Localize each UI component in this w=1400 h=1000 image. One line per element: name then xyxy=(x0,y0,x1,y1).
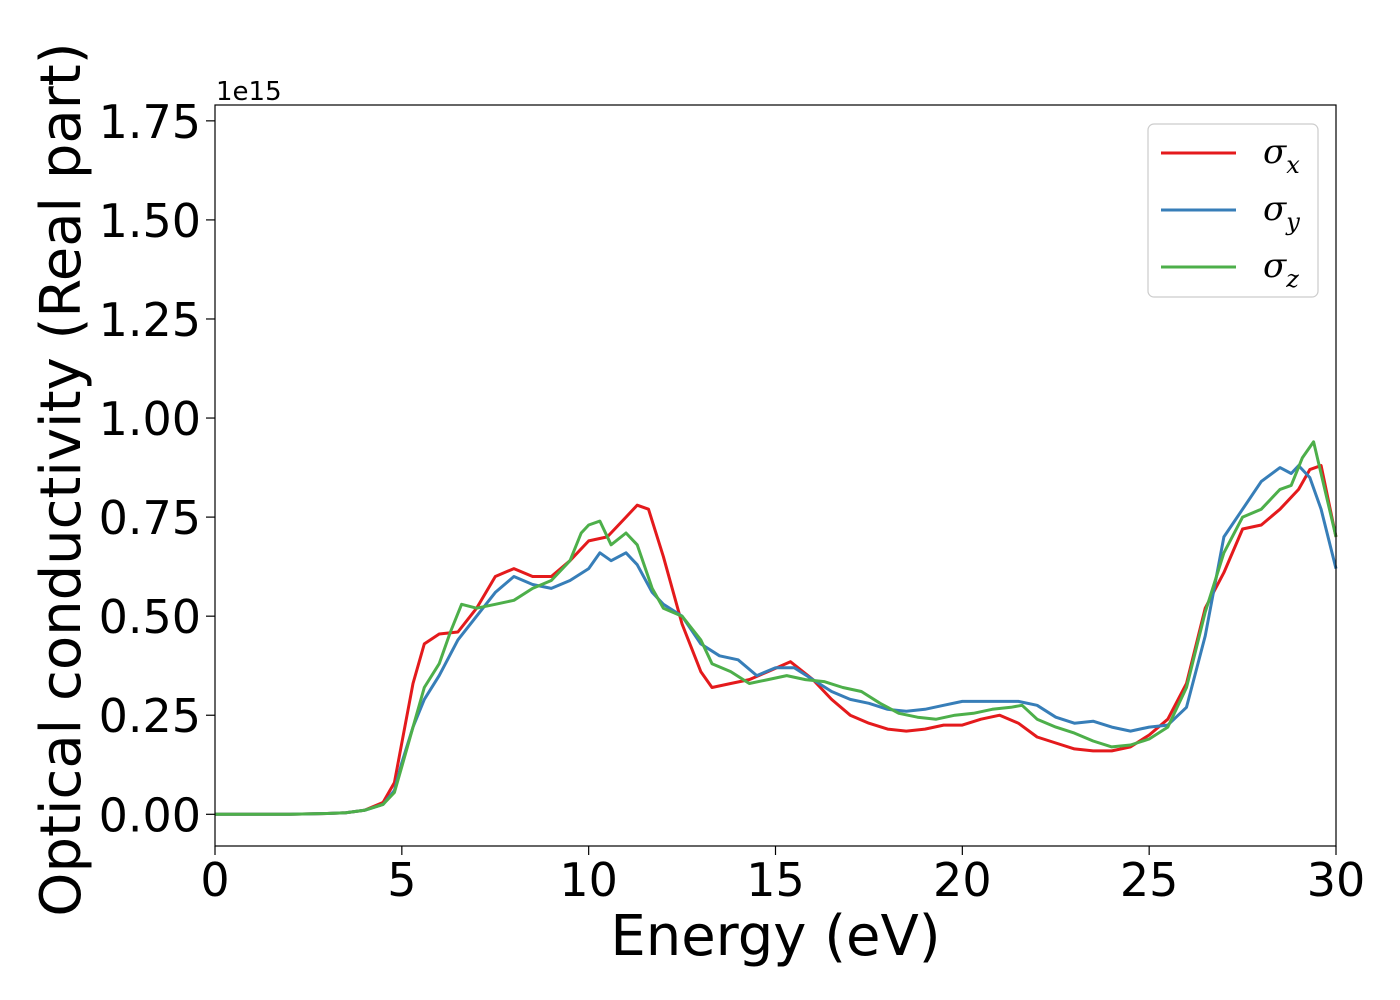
y-tick-label: 0.00 xyxy=(99,788,201,842)
x-tick-label: 15 xyxy=(746,853,805,907)
y-axis: 0.00 0.25 0.50 0.75 1.00 1.25 1.50 1.75 xyxy=(99,95,215,842)
x-axis-title: Energy (eV) xyxy=(610,904,940,969)
series-layer xyxy=(215,440,1338,816)
x-tick-label: 5 xyxy=(387,853,416,907)
y-axis-offset-label: 1e15 xyxy=(216,77,282,107)
y-tick-label: 0.25 xyxy=(99,689,201,743)
x-axis: 0 5 10 15 20 25 30 xyxy=(200,846,1365,907)
y-tick-label: 1.00 xyxy=(99,392,201,446)
x-tick-label: 25 xyxy=(1120,853,1179,907)
x-tick-label: 30 xyxy=(1307,853,1366,907)
series-line-z xyxy=(215,440,1338,816)
y-axis-title: Optical conductivity (Real part) xyxy=(29,42,94,916)
x-tick-label: 0 xyxy=(200,853,229,907)
series-line-y xyxy=(215,464,1338,816)
y-tick-label: 0.50 xyxy=(99,590,201,644)
x-tick-label: 20 xyxy=(933,853,992,907)
y-tick-label: 1.50 xyxy=(99,194,201,248)
y-tick-label: 0.75 xyxy=(99,491,201,545)
y-tick-label: 1.75 xyxy=(99,95,201,149)
x-tick-label: 10 xyxy=(559,853,618,907)
y-tick-label: 1.25 xyxy=(99,293,201,347)
